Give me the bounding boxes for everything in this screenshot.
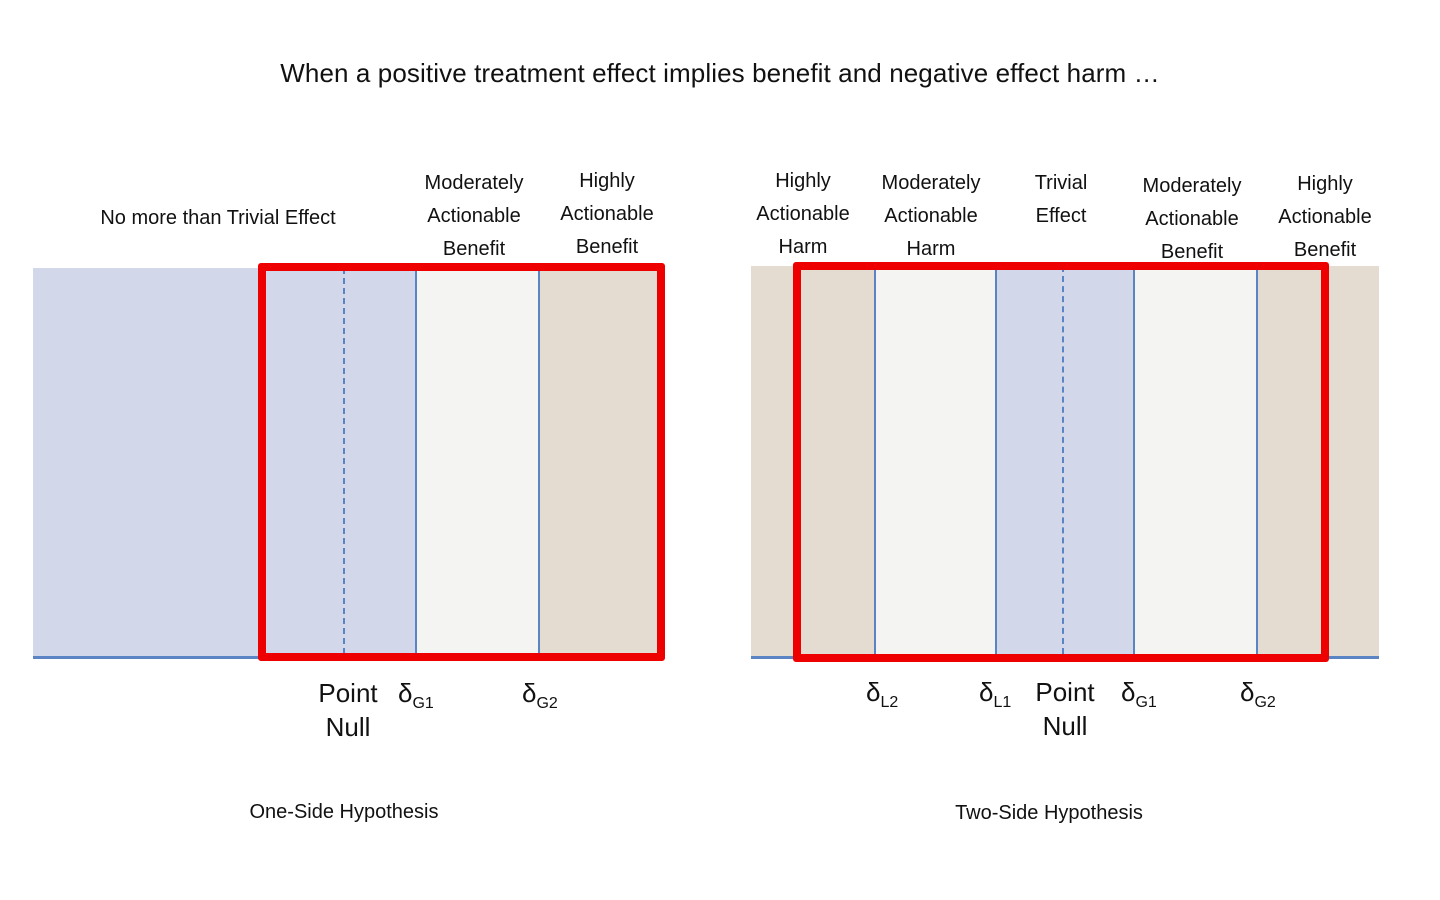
two-side-high-harm-zone [751,266,875,658]
one-side-point-null-label: Point Null [318,678,378,742]
two-side-caption: Two-Side Hypothesis [955,802,1143,824]
two-side-delta-l2-label: δL2 [866,677,899,711]
two-side-high-benefit-zone [1257,266,1379,658]
two-side-l1-boundary-line [995,266,997,656]
two-side-high-harm-label: Highly Actionable Harm [756,170,850,258]
two-side-highlight-frame [793,262,1329,662]
one-side-caption: One-Side Hypothesis [249,801,439,823]
one-side-trivial-zone [33,268,417,658]
two-side-point-null-label: Point Null [1035,677,1095,741]
one-side-delta-g2-label: δG2 [522,678,558,712]
two-side-high-benefit-label: Highly Actionable Benefit [1278,173,1372,261]
two-side-delta-l1-label: δL1 [979,677,1012,711]
two-side-moderate-harm-zone [875,266,996,658]
two-side-g2-boundary-line [1256,266,1258,656]
one-side-g2-boundary-line [538,268,540,656]
two-side-trivial-zone [996,266,1134,658]
one-side-high-benefit-label: Highly Actionable Benefit [560,170,654,258]
one-side-high-benefit-zone [539,268,661,658]
two-side-l2-boundary-line [874,266,876,656]
one-side-trivial-label: No more than Trivial Effect [100,207,336,229]
two-side-moderate-benefit-label: Moderately Actionable Benefit [1142,175,1242,263]
two-side-point-null-line [1062,266,1064,654]
two-side-moderate-benefit-zone [1134,266,1257,658]
one-side-delta-g1-label: δG1 [398,678,434,712]
two-side-delta-g1-label: δG1 [1121,677,1157,711]
one-side-moderate-benefit-label: Moderately Actionable Benefit [424,172,524,260]
diagram-title: When a positive treatment effect implies… [280,58,1160,88]
one-side-highlight-frame [258,263,665,661]
one-side-g1-boundary-line [415,268,417,656]
two-side-delta-g2-label: δG2 [1240,677,1276,711]
two-side-trivial-label: Trivial Effect [1034,172,1088,227]
two-side-g1-boundary-line [1133,266,1135,656]
two-side-moderate-harm-label: Moderately Actionable Harm [881,172,981,260]
one-side-moderate-benefit-zone [417,268,539,658]
one-side-point-null-line [343,268,345,654]
